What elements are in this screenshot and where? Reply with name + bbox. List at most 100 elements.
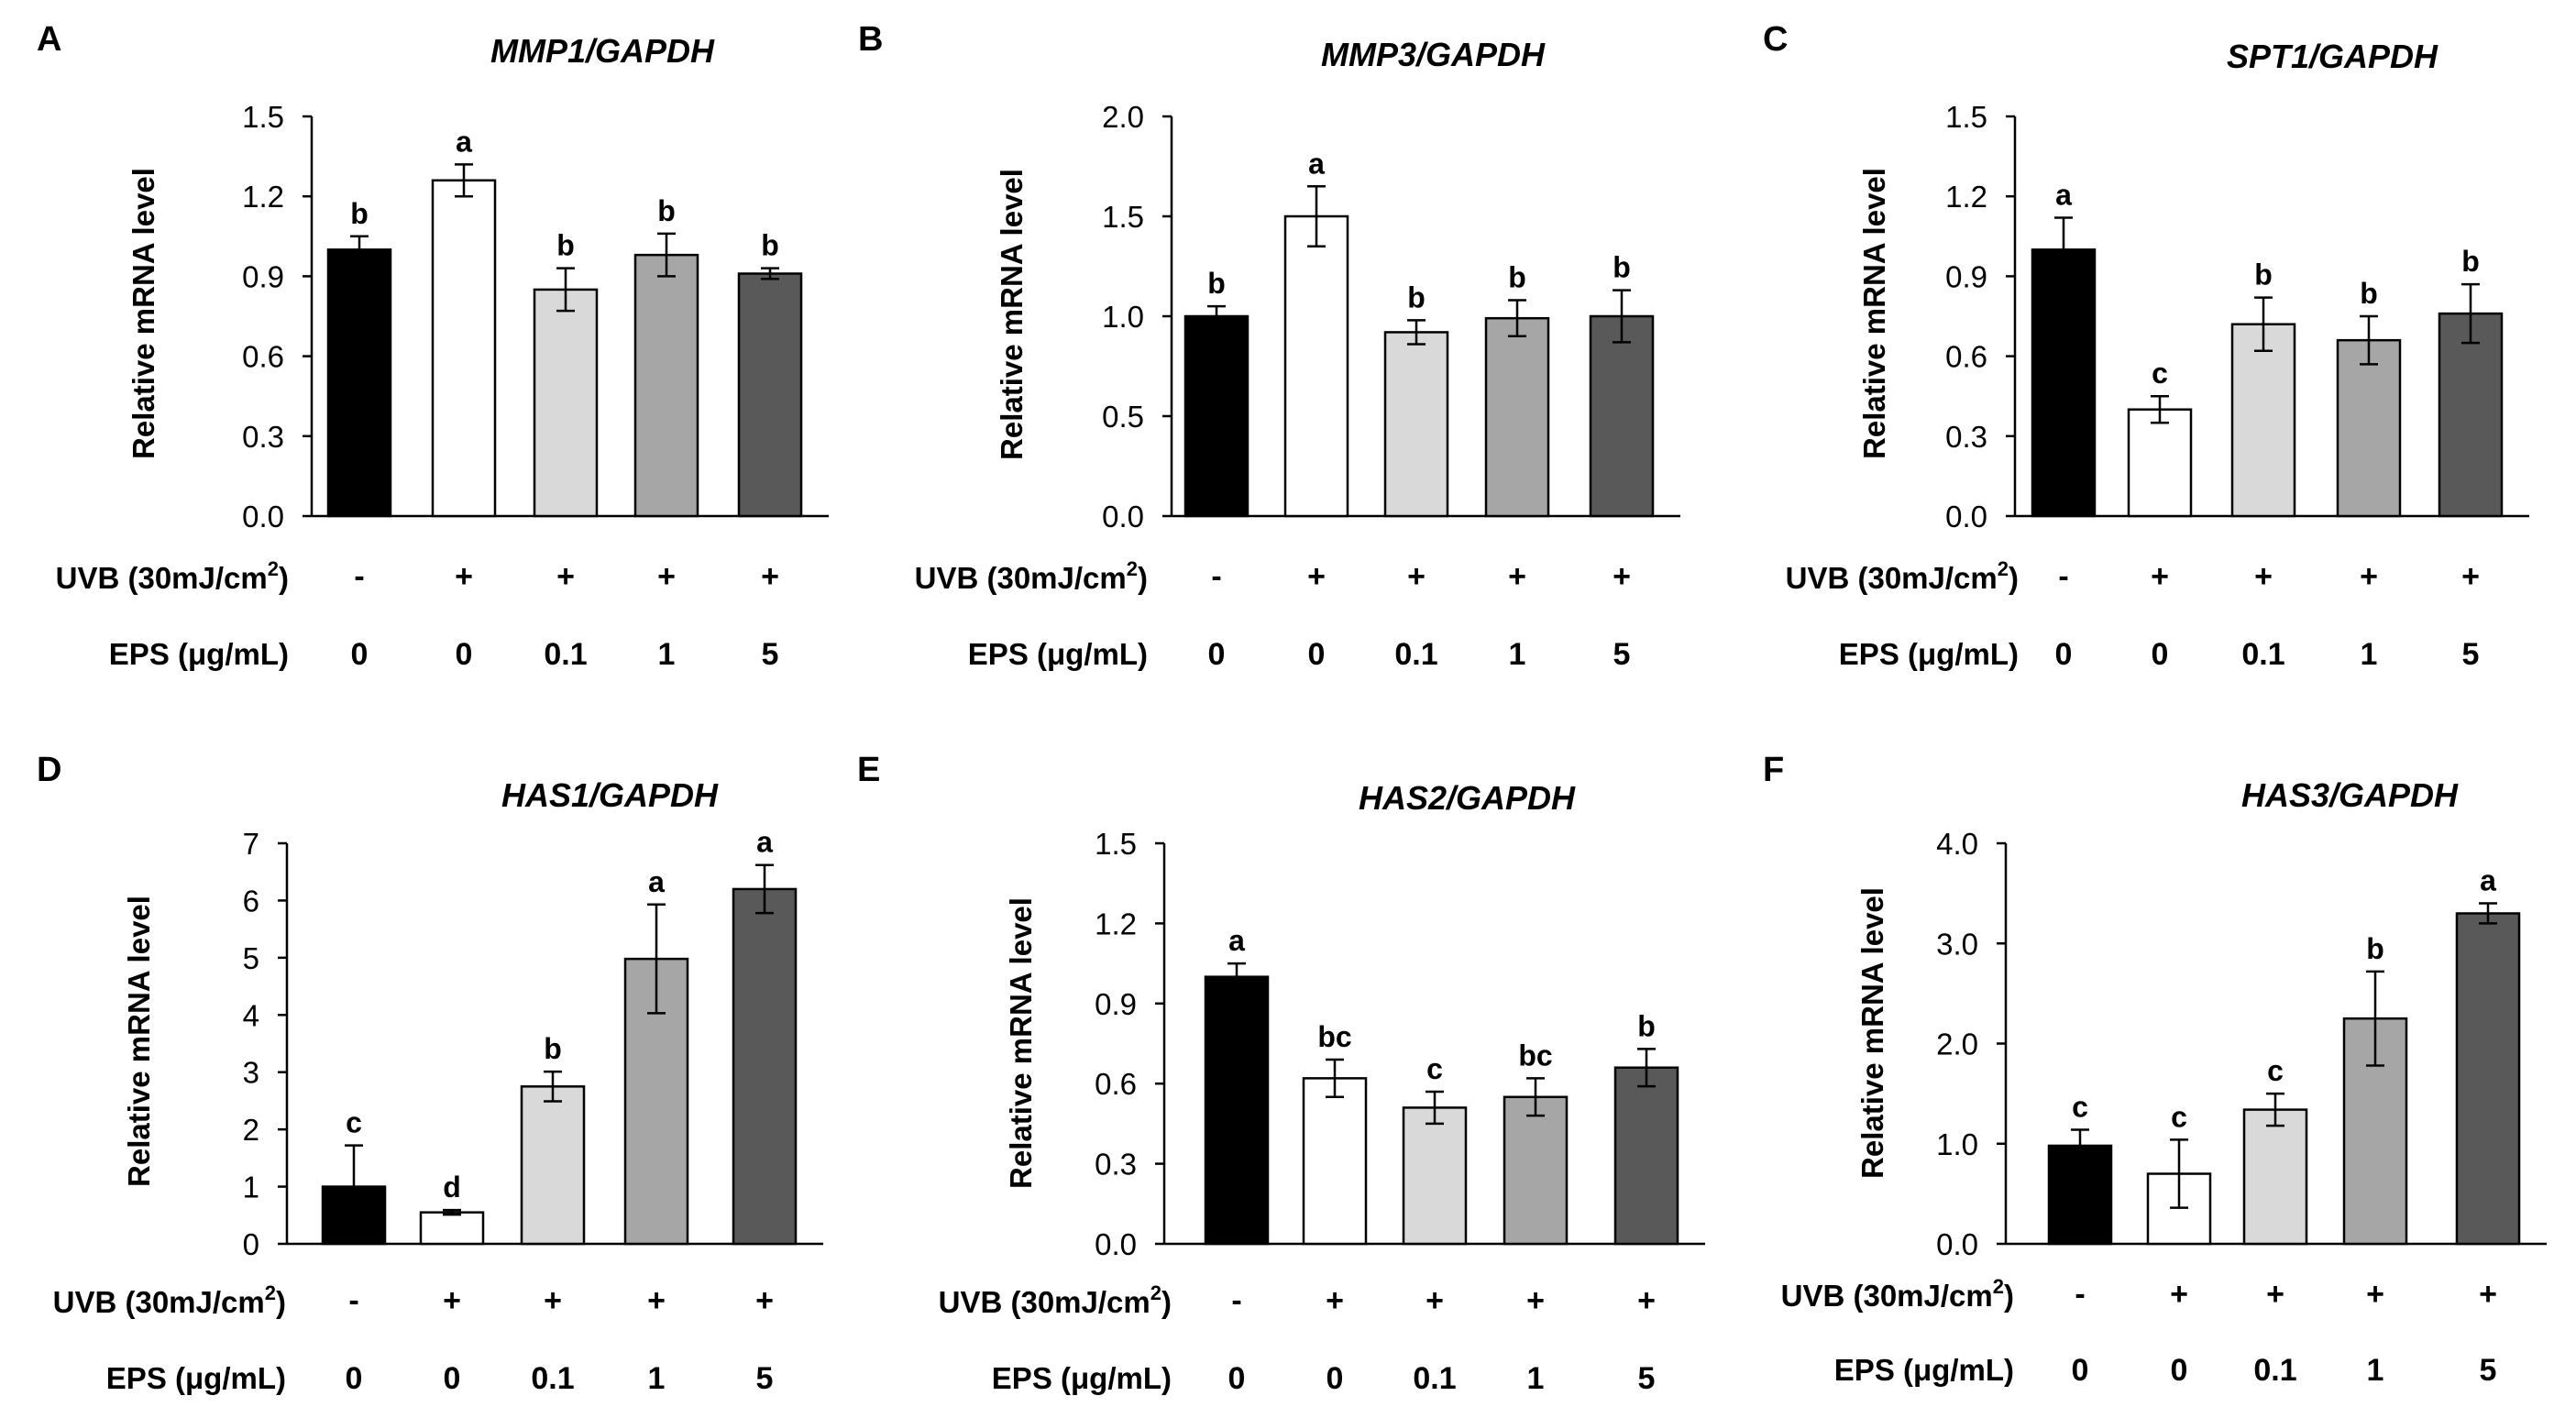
panel-letter: C [1763, 20, 1788, 59]
y-tick-label: 0.9 [1095, 987, 1137, 1021]
uvb-value: + [1426, 1283, 1444, 1318]
error-bar [761, 267, 779, 280]
significance-label: b [1613, 251, 1631, 284]
y-tick-label: 0.6 [1945, 340, 1987, 374]
uvb-value: + [2170, 1277, 2188, 1312]
uvb-value: + [1326, 1283, 1344, 1318]
y-tick-label: 0.0 [1102, 500, 1144, 533]
panel-c: C SPT1/GAPDH Relative mRNA level 0.0 0.3 0.6 0… [1763, 20, 2529, 672]
error-bar [1207, 304, 1226, 328]
chart-title: SPT1/GAPDH [2227, 38, 2438, 75]
panel-letter: E [857, 751, 880, 789]
y-tick-label: 0.0 [1936, 1227, 1978, 1261]
y-tick-label: 0.3 [242, 420, 284, 454]
panel-b: B MMP3/GAPDH Relative mRNA level 0.0 0.5 1.0 1… [858, 20, 1680, 672]
y-tick-label: 2.0 [1936, 1028, 1978, 1061]
uvb-row-label: UVB (30mJ/cm2) [1786, 557, 2019, 595]
error-bar [2461, 282, 2480, 345]
bar-3 [2230, 323, 2296, 518]
eps-value: 5 [756, 1361, 774, 1396]
y-tick-label: 3 [243, 1056, 259, 1090]
uvb-row-label: UVB (30mJ/cm2) [1781, 1275, 2014, 1313]
bar-5 [2455, 912, 2521, 1246]
error-bar [2266, 1092, 2284, 1127]
uvb-value: - [2075, 1277, 2085, 1312]
bar-3 [520, 1085, 586, 1246]
eps-value: 5 [1613, 637, 1631, 672]
y-tick-label: 1.2 [1945, 180, 1987, 214]
panel-f: F HAS3/GAPDH Relative mRNA level 0.0 1.0 2.0 3… [1763, 751, 2547, 1388]
error-bar [1613, 289, 1631, 344]
eps-value: 0.1 [531, 1361, 574, 1396]
y-tick-label: 7 [243, 827, 259, 861]
eps-value: 5 [2462, 637, 2480, 672]
eps-value: 0 [2055, 637, 2073, 672]
y-tick-label: 1.5 [1945, 100, 1987, 134]
significance-label: c [2072, 1090, 2088, 1123]
significance-label: a [1308, 147, 1325, 180]
eps-value: 0.1 [1394, 637, 1437, 672]
significance-label: b [1407, 280, 1426, 313]
uvb-row-label: UVB (30mJ/cm2) [56, 557, 289, 595]
error-bar [2360, 314, 2378, 366]
significance-label: c [2152, 357, 2168, 390]
significance-label: b [544, 1032, 562, 1065]
eps-row-label: EPS (μg/mL) [106, 1361, 286, 1395]
significance-label: b [2366, 932, 2384, 965]
error-bar [1426, 1090, 1444, 1126]
eps-value: 0 [1327, 1361, 1344, 1396]
significance-label: a [1228, 924, 1245, 957]
significance-label: d [443, 1171, 461, 1204]
significance-label: c [2171, 1100, 2187, 1133]
eps-value: 5 [1638, 1361, 1656, 1396]
uvb-row-label: UVB (30mJ/cm2) [53, 1281, 286, 1319]
significance-label: c [1426, 1052, 1443, 1085]
chart-title: MMP1/GAPDH [490, 32, 715, 70]
error-bar [556, 267, 575, 313]
significance-label: a [756, 826, 773, 859]
eps-row-label: EPS (μg/mL) [992, 1361, 1172, 1395]
error-bar [544, 1070, 562, 1103]
significance-label: b [1207, 267, 1226, 300]
bar-1 [326, 248, 392, 518]
uvb-value: + [647, 1283, 666, 1318]
y-tick-label: 5 [243, 941, 259, 975]
y-tick-label: 0.0 [1945, 500, 1987, 533]
bar-1 [2031, 248, 2097, 518]
eps-value: 1 [1509, 637, 1526, 672]
eps-value: 1 [2367, 1353, 2384, 1388]
significance-label: b [761, 229, 779, 262]
y-tick-label: 1.0 [1936, 1127, 1978, 1161]
uvb-value: + [755, 1283, 774, 1318]
eps-value: 0 [1228, 1361, 1246, 1396]
uvb-value: + [2461, 559, 2480, 594]
chart-title: HAS3/GAPDH [2241, 776, 2459, 814]
panel-e: E HAS2/GAPDH Relative mRNA level 0.0 0.3 0.6 0… [857, 751, 1705, 1396]
panel-letter: B [858, 20, 883, 59]
eps-value: 0.1 [2253, 1353, 2296, 1388]
eps-value: 5 [2480, 1353, 2497, 1388]
panel-letter: A [37, 20, 61, 59]
panel-letter: F [1763, 751, 1784, 789]
panel-d: D HAS1/GAPDH Relative mRNA level 0 1 2 3 4 5 6 7 c -… [37, 751, 823, 1396]
uvb-value: + [1613, 559, 1631, 594]
y-tick-label: 4.0 [1936, 827, 1978, 861]
uvb-value: + [1407, 559, 1426, 594]
uvb-value: + [2479, 1277, 2497, 1312]
error-bar [647, 903, 666, 1015]
uvb-value: + [1307, 559, 1326, 594]
y-tick-label: 1.2 [242, 180, 284, 214]
bar-2 [419, 1211, 485, 1246]
significance-label: b [2360, 277, 2378, 310]
eps-value: 0 [351, 637, 369, 672]
y-tick-label: 0.3 [1945, 420, 1987, 454]
y-tick-label: 0.9 [242, 259, 284, 293]
eps-value: 0.1 [1413, 1361, 1456, 1396]
y-tick-label: 2 [243, 1113, 259, 1147]
uvb-row-label: UVB (30mJ/cm2) [915, 557, 1148, 595]
significance-label: b [657, 194, 676, 227]
error-bar [2366, 970, 2384, 1067]
significance-label: a [456, 125, 472, 158]
y-tick-label: 0.9 [1945, 259, 1987, 293]
